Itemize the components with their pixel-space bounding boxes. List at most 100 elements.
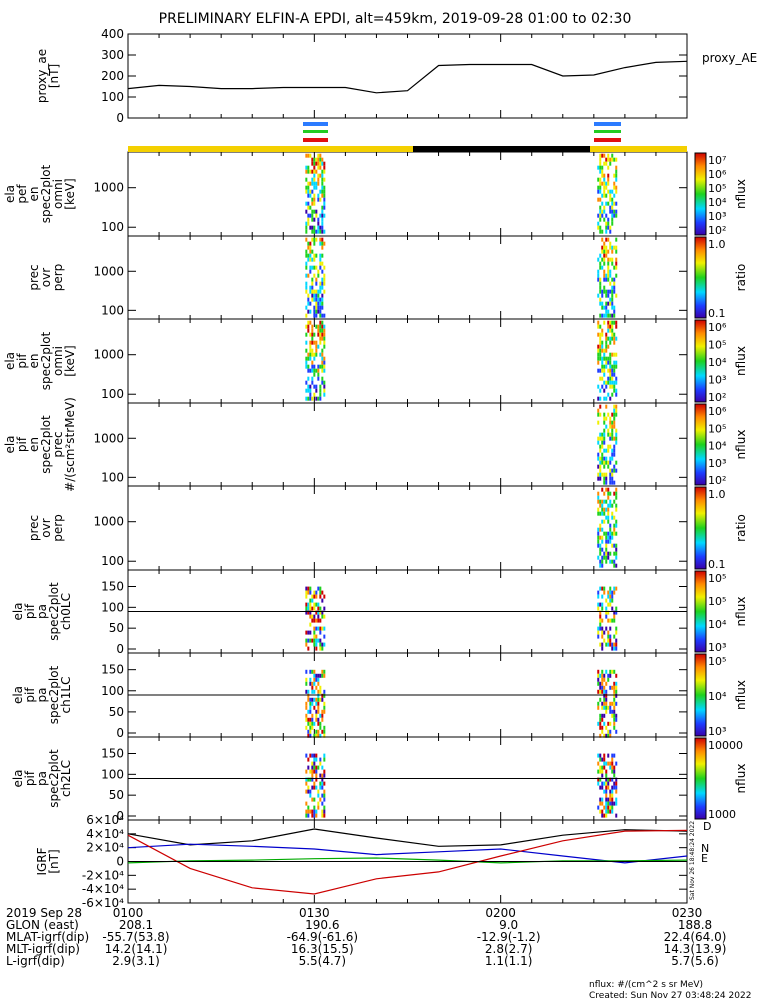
heatmap-cell: [611, 709, 614, 714]
heatmap-cell: [615, 785, 618, 790]
heatmap-cell: [307, 729, 310, 734]
heatmap-cell: [305, 209, 308, 214]
heatmap-cell: [609, 761, 612, 766]
heatmap-cell: [605, 725, 608, 730]
heatmap-cell: [321, 293, 324, 298]
time-tick-label: 0100: [113, 906, 144, 920]
heatmap-cell: [613, 614, 616, 619]
heatmap-cell: [305, 185, 308, 190]
heatmap-cell: [321, 328, 324, 333]
heatmap-cell: [607, 531, 610, 536]
heatmap-cell: [313, 602, 316, 607]
heatmap-cell: [309, 392, 312, 397]
heatmap-cell: [313, 677, 316, 682]
heatmap-cell: [609, 432, 612, 437]
heatmap-cell: [313, 813, 316, 818]
heatmap-cell: [597, 273, 600, 278]
ylabel-line: prec: [51, 431, 65, 457]
heatmap-cell: [313, 809, 316, 814]
heatmap-cell: [599, 503, 602, 508]
heatmap-cell: [305, 725, 308, 730]
heatmap-cell: [315, 777, 318, 782]
heatmap-cell: [613, 313, 616, 318]
heatmap-cell: [603, 380, 606, 385]
heatmap-cell: [605, 456, 608, 461]
heatmap-cell: [313, 157, 316, 162]
heatmap-cell: [605, 476, 608, 481]
heatmap-cell: [307, 606, 310, 611]
heatmap-cell: [613, 618, 616, 623]
heatmap-cell: [601, 594, 604, 599]
heatmap-cell: [307, 396, 310, 401]
heatmap-cell: [305, 681, 308, 686]
heatmap-cell: [311, 769, 314, 774]
heatmap-cell: [611, 221, 614, 226]
heatmap-cell: [597, 673, 600, 678]
heatmap-cell: [607, 301, 610, 306]
heatmap-cell: [317, 181, 320, 186]
heatmap-cell: [611, 590, 614, 595]
heatmap-cell: [611, 424, 614, 429]
heatmap-cell: [605, 364, 608, 369]
heatmap-cell: [311, 606, 314, 611]
heatmap-cell: [607, 217, 610, 222]
heatmap-cell: [615, 729, 618, 734]
ephemeris-value: -12.9(-1.2): [477, 930, 541, 944]
heatmap-cell: [609, 225, 612, 230]
heatmap-cell: [611, 217, 614, 222]
heatmap-cell: [613, 563, 616, 568]
heatmap-cell: [307, 253, 310, 258]
heatmap-cell: [607, 412, 610, 417]
heatmap-cell: [605, 773, 608, 778]
heatmap-cell: [307, 610, 310, 615]
heatmap-cell: [313, 614, 316, 619]
ylabel-line: pif: [23, 687, 37, 703]
heatmap-cell: [601, 173, 604, 178]
heatmap-cell: [607, 602, 610, 607]
heatmap-cell: [315, 289, 318, 294]
heatmap-cell: [609, 273, 612, 278]
heatmap-cell: [305, 789, 308, 794]
heatmap-cell: [313, 356, 316, 361]
heatmap-cell: [615, 376, 618, 381]
heatmap-cell: [611, 511, 614, 516]
heatmap-cell: [601, 547, 604, 552]
heatmap-cell: [315, 340, 318, 345]
heatmap-cell: [611, 598, 614, 603]
heatmap-cell: [597, 689, 600, 694]
heatmap-cell: [597, 594, 600, 599]
heatmap-cell: [597, 464, 600, 469]
heatmap-cell: [309, 213, 312, 218]
heatmap-cell: [321, 253, 324, 258]
heatmap-cell: [613, 364, 616, 369]
heatmap-cell: [609, 352, 612, 357]
heatmap-cell: [603, 733, 606, 738]
heatmap-cell: [315, 717, 318, 722]
heatmap-cell: [601, 785, 604, 790]
heatmap-cell: [609, 634, 612, 639]
heatmap-cell: [605, 487, 608, 492]
heatmap-cell: [323, 324, 326, 329]
heatmap-cell: [609, 503, 612, 508]
heatmap-cell: [597, 761, 600, 766]
heatmap-cell: [311, 618, 314, 623]
colorbar-label: nflux: [734, 680, 748, 710]
heatmap-cell: [615, 177, 618, 182]
heatmap-cell: [611, 769, 614, 774]
heatmap-cell: [317, 709, 320, 714]
heatmap-cell: [603, 685, 606, 690]
y-tick-label: 150: [101, 580, 124, 594]
heatmap-cell: [315, 602, 318, 607]
heatmap-cell: [605, 535, 608, 540]
heatmap-cell: [311, 189, 314, 194]
heatmap-cell: [319, 594, 322, 599]
heatmap-cell: [321, 229, 324, 234]
heatmap-cell: [603, 153, 606, 158]
heatmap-cell: [609, 297, 612, 302]
y-tick-label: 50: [109, 788, 124, 802]
heatmap-cell: [319, 364, 322, 369]
heatmap-cell: [309, 701, 312, 706]
colorbar-tick-label: 10⁵: [708, 655, 726, 668]
